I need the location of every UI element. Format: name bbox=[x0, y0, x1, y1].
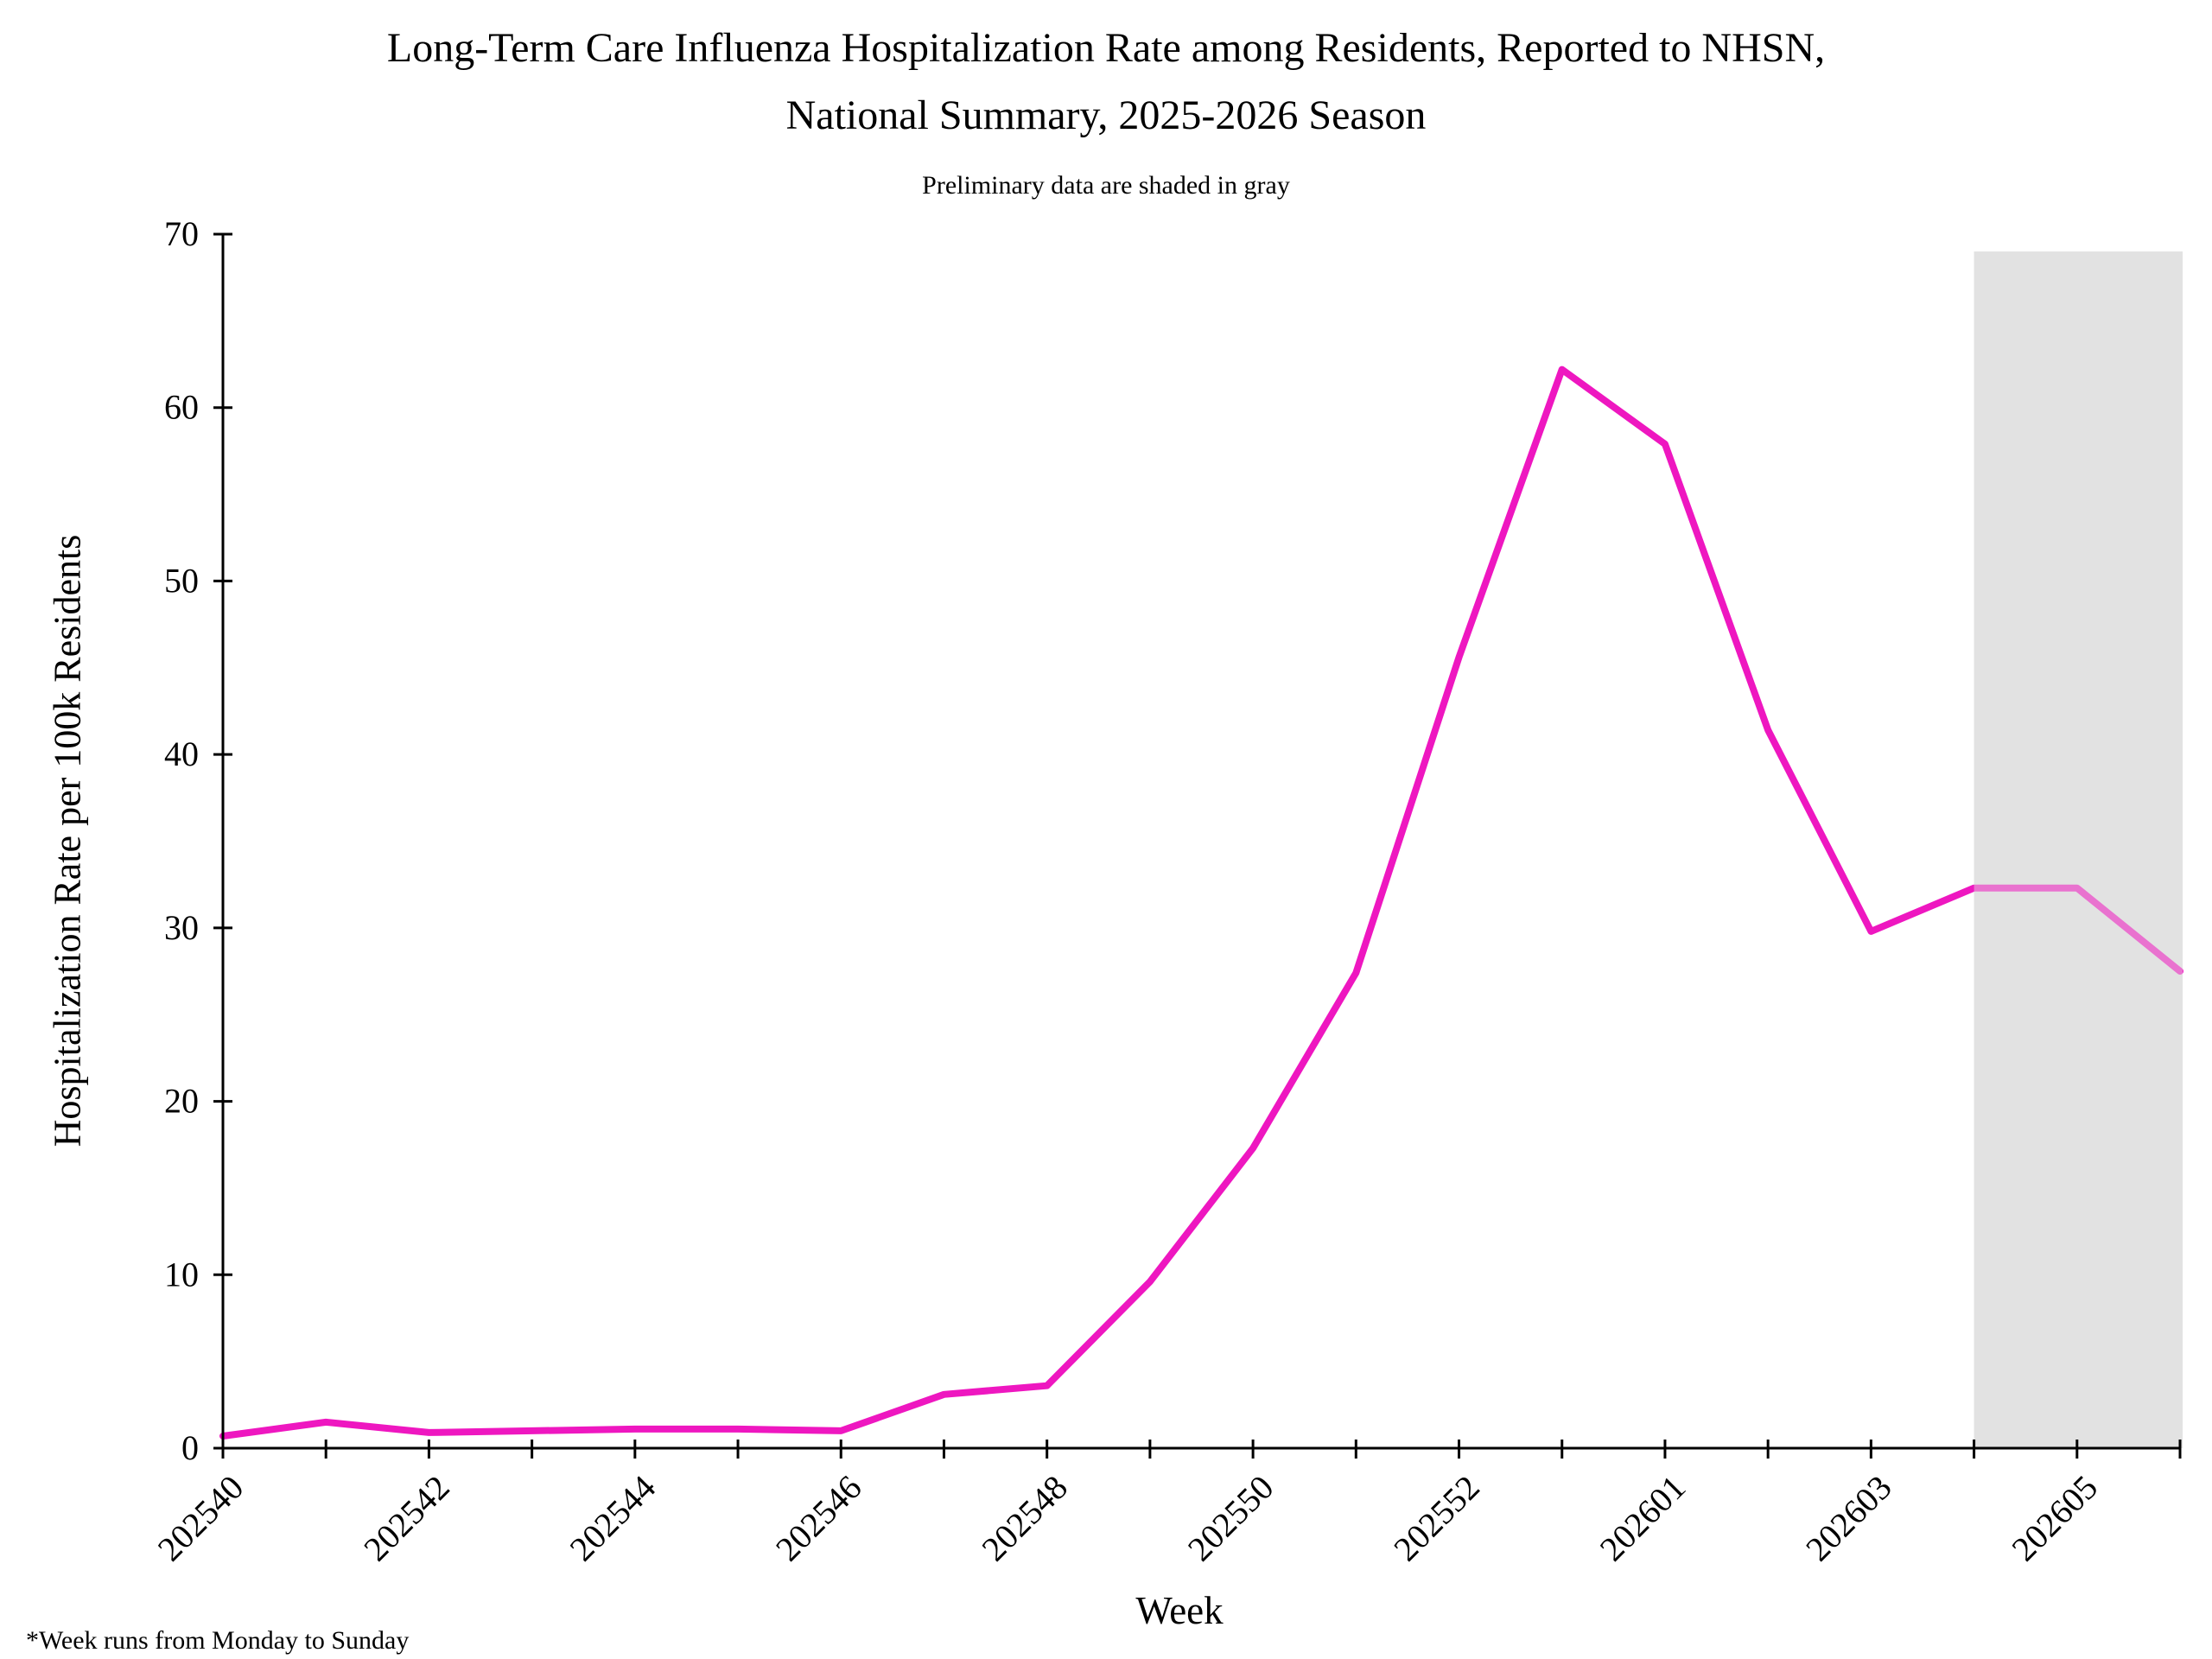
y-tick-label: 20 bbox=[164, 1082, 199, 1121]
y-axis-label: Hospitalization Rate per 100k Residents bbox=[46, 534, 89, 1147]
chart-title-line1: Long-Term Care Influenza Hospitalization… bbox=[386, 25, 1826, 71]
data-line bbox=[219, 365, 2183, 1440]
chart-footnote: *Week runs from Monday to Sunday bbox=[26, 1626, 410, 1655]
x-tick-label: 202544 bbox=[563, 1468, 664, 1569]
x-tick-label: 202605 bbox=[2004, 1468, 2105, 1569]
chart-subtitle: Preliminary data are shaded in gray bbox=[922, 171, 1290, 200]
y-tick-label: 60 bbox=[164, 388, 199, 427]
preliminary-shading-overlay bbox=[1974, 251, 2183, 1449]
x-axis-label: Week bbox=[1135, 1589, 1224, 1632]
x-tick-label: 202603 bbox=[1798, 1468, 1899, 1569]
preliminary-shading bbox=[1974, 251, 2183, 1449]
x-tick-label: 202546 bbox=[768, 1468, 869, 1569]
y-tick-label: 50 bbox=[164, 561, 199, 600]
x-tick-label: 202540 bbox=[150, 1468, 251, 1569]
x-axis: 202540 202542 202544 202546 202548 202550 2025… bbox=[150, 1440, 2182, 1569]
x-tick-label: 202601 bbox=[1592, 1468, 1694, 1569]
y-tick-label: 30 bbox=[164, 908, 199, 947]
x-tick-label: 202552 bbox=[1386, 1468, 1487, 1569]
y-axis: 0 10 20 30 40 50 60 70 bbox=[164, 214, 232, 1467]
x-tick-label: 202542 bbox=[356, 1468, 457, 1569]
y-tick-label: 70 bbox=[164, 214, 199, 253]
y-tick-label: 0 bbox=[181, 1428, 199, 1467]
y-tick-label: 10 bbox=[164, 1255, 199, 1294]
x-tick-label: 202550 bbox=[1180, 1468, 1281, 1569]
x-tick-label: 202548 bbox=[974, 1468, 1075, 1569]
chart-title-line2: National Summary, 2025-2026 Season bbox=[785, 92, 1427, 138]
y-tick-label: 40 bbox=[164, 734, 199, 773]
